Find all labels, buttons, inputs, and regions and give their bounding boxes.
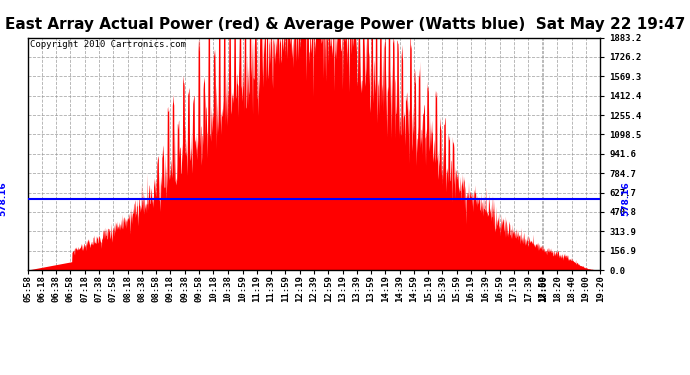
Text: 578.16: 578.16 — [621, 181, 630, 216]
Text: East Array Actual Power (red) & Average Power (Watts blue)  Sat May 22 19:47: East Array Actual Power (red) & Average … — [5, 17, 685, 32]
Text: Copyright 2010 Cartronics.com: Copyright 2010 Cartronics.com — [30, 40, 186, 49]
Text: 578.16: 578.16 — [0, 181, 7, 216]
